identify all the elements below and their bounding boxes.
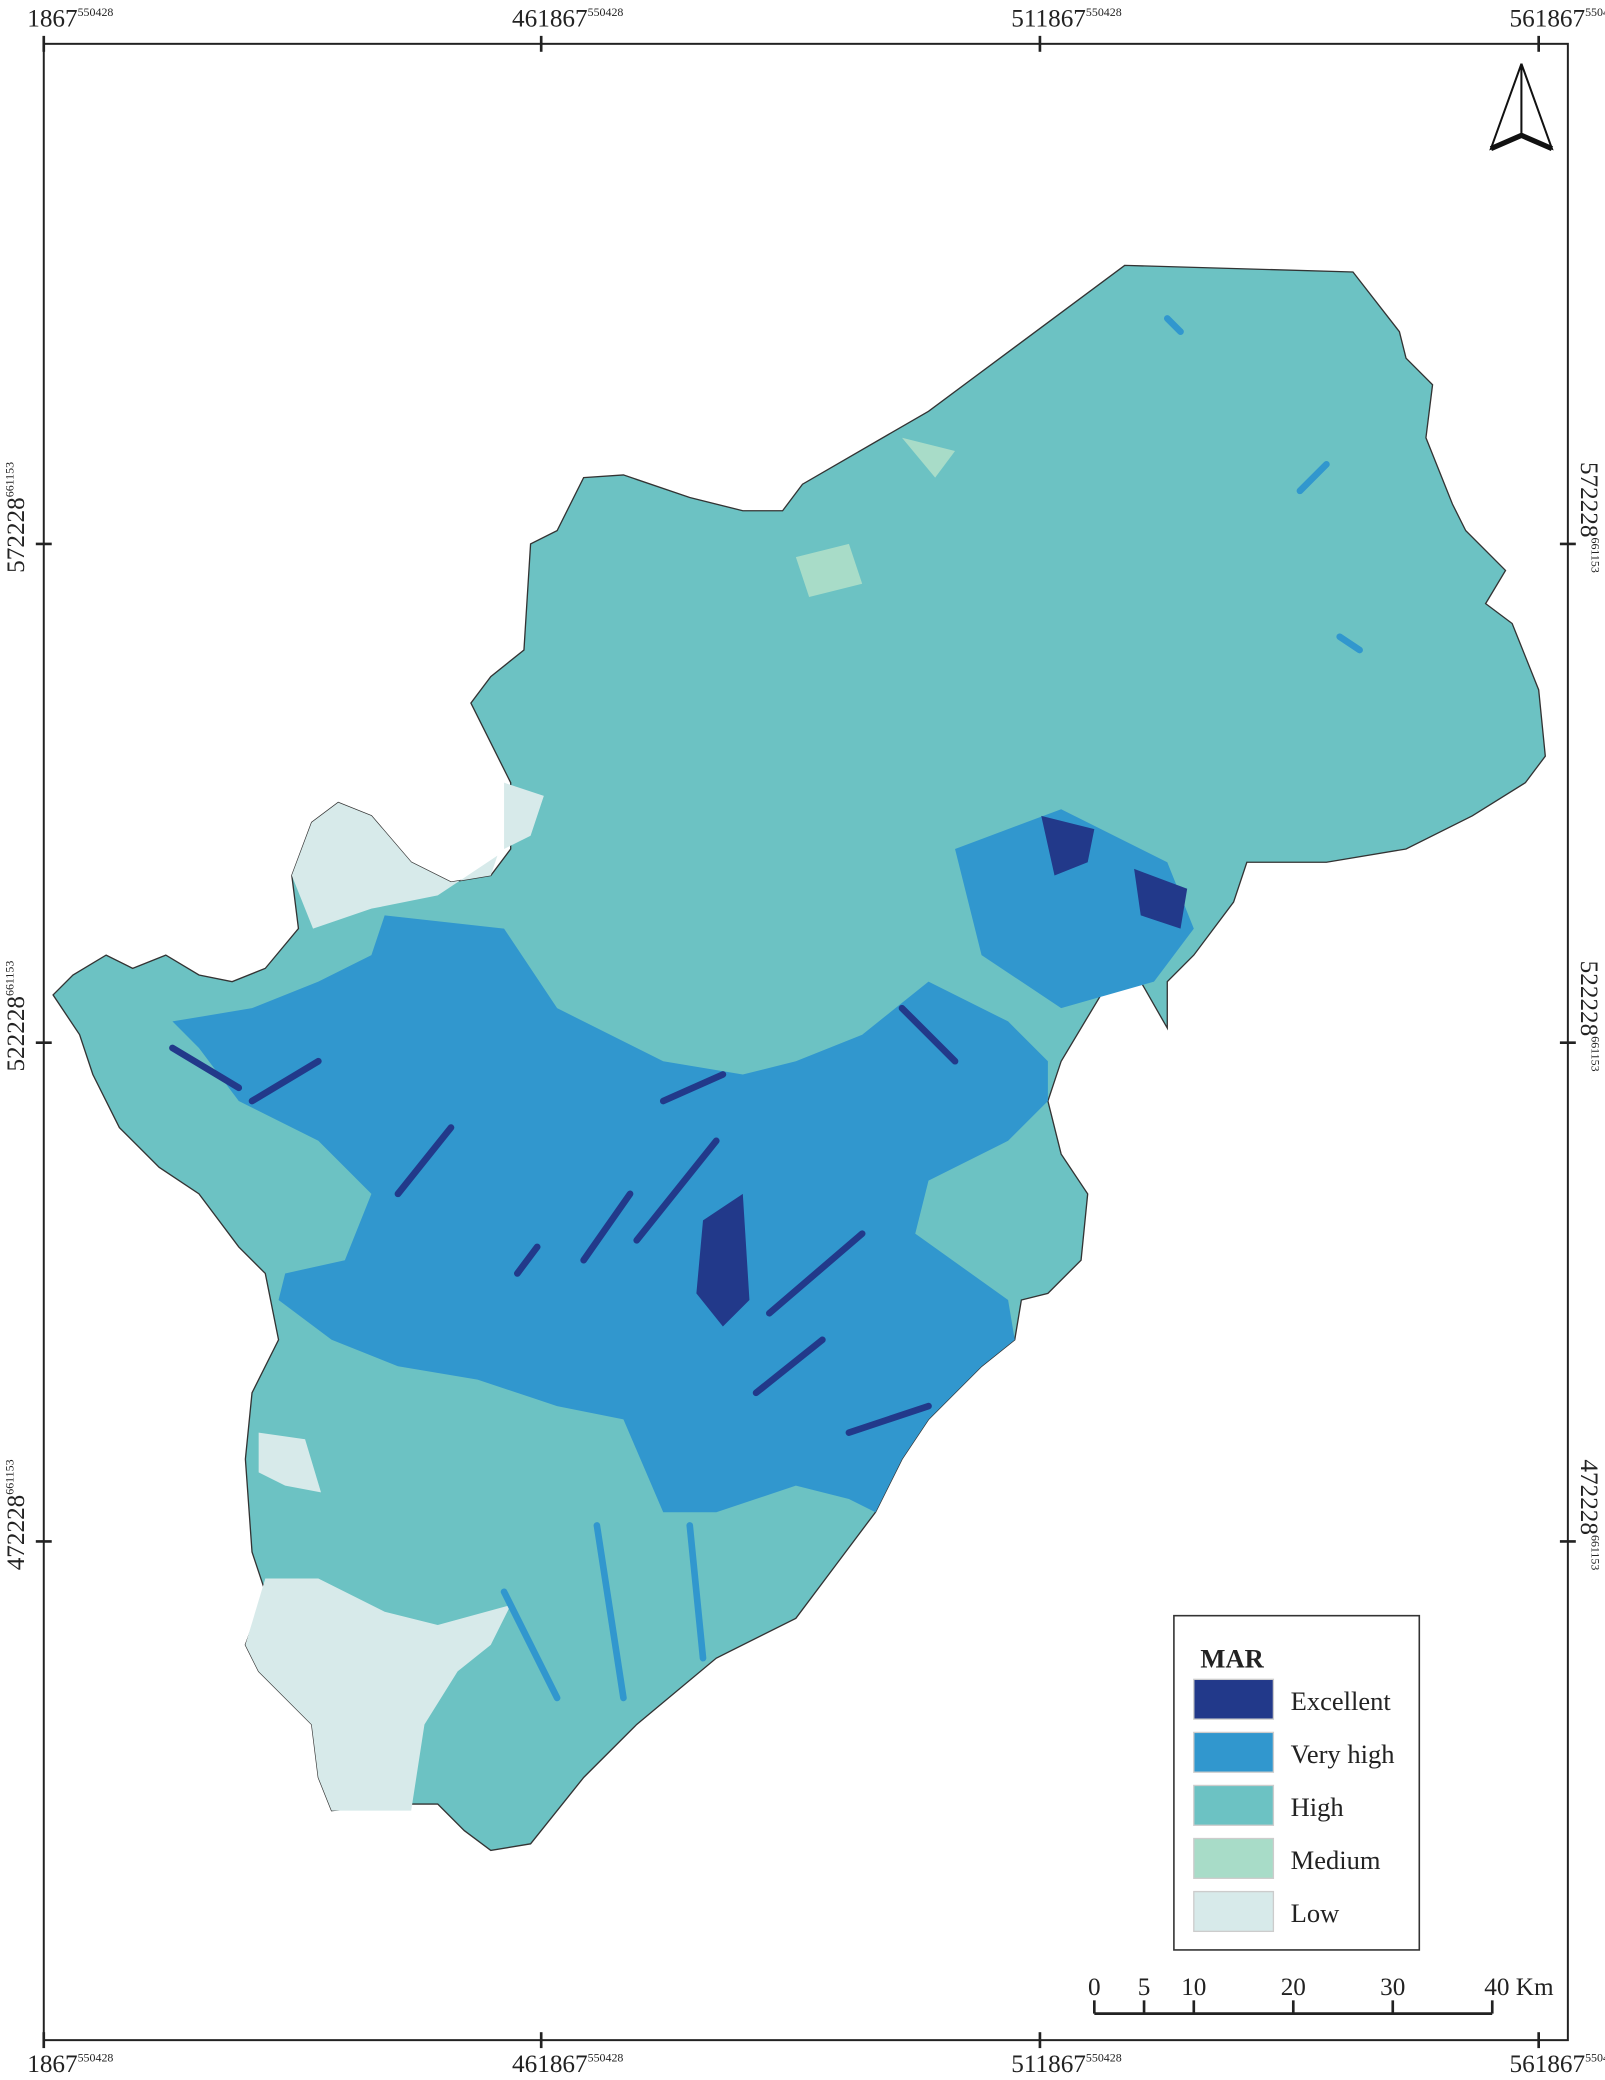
streak bbox=[580, 1190, 634, 1264]
coordinate-value: 461867 bbox=[512, 2051, 588, 2078]
coordinate-value: 461867 bbox=[512, 6, 588, 33]
coordinate-value: 472228 bbox=[3, 1495, 30, 1571]
coordinate-label: 472228661153 bbox=[1575, 1459, 1603, 1570]
streak bbox=[1336, 633, 1363, 654]
scale-label: 30 bbox=[1380, 1974, 1405, 2001]
scale-label: 10 bbox=[1181, 1974, 1206, 2001]
coordinate-exponent: 661153 bbox=[2, 462, 16, 497]
coordinate-label: 561867550428 bbox=[1510, 2050, 1605, 2078]
coordinate-label: 511867550428 bbox=[1011, 5, 1121, 33]
coordinate-exponent: 550428 bbox=[1585, 5, 1605, 19]
coordinate-label: 522228661153 bbox=[2, 961, 30, 1072]
coordinate-value: 522228 bbox=[3, 996, 30, 1072]
region-medium bbox=[795, 543, 863, 597]
legend-label: Medium bbox=[1291, 1845, 1381, 1875]
coordinate-exponent: 550428 bbox=[588, 2050, 624, 2064]
streak bbox=[1163, 315, 1184, 335]
streak bbox=[659, 1071, 727, 1105]
streak bbox=[766, 1230, 866, 1317]
coordinate-exponent: 661153 bbox=[1589, 537, 1603, 572]
coordinate-label: 561867550428 bbox=[1510, 5, 1605, 33]
coordinate-exponent: 550428 bbox=[1086, 2050, 1122, 2064]
streak bbox=[686, 1522, 707, 1662]
coordinate-label: 1867550428 bbox=[27, 2050, 113, 2078]
coordinate-value: 572228 bbox=[1575, 462, 1602, 538]
streak bbox=[1296, 461, 1330, 495]
legend-swatch bbox=[1193, 1731, 1275, 1773]
coordinate-exponent: 661153 bbox=[2, 1459, 16, 1494]
streak bbox=[248, 1057, 322, 1105]
coordinate-value: 561867 bbox=[1510, 2051, 1586, 2078]
legend-swatch bbox=[1193, 1678, 1275, 1720]
legend-swatch bbox=[1193, 1837, 1275, 1879]
streak bbox=[633, 1137, 720, 1244]
legend-label: Low bbox=[1291, 1898, 1340, 1928]
coordinate-exponent: 550428 bbox=[78, 2050, 114, 2064]
region-very-high bbox=[955, 809, 1194, 1009]
region-low bbox=[258, 1432, 321, 1493]
streaks bbox=[169, 315, 1363, 1702]
region-medium bbox=[901, 437, 956, 478]
scale-label: 0 bbox=[1088, 1974, 1101, 2001]
region-excellent bbox=[696, 1193, 750, 1327]
coordinate-label: 572228661153 bbox=[1575, 462, 1603, 573]
coordinate-label: 472228661153 bbox=[2, 1459, 30, 1570]
streak bbox=[169, 1044, 243, 1092]
coordinate-value: 1867 bbox=[27, 6, 77, 33]
legend-swatch bbox=[1193, 1784, 1275, 1826]
scale-label: 40 Km bbox=[1484, 1974, 1554, 2001]
scale-label: 20 bbox=[1281, 1974, 1306, 2001]
legend-label: High bbox=[1291, 1792, 1344, 1822]
coordinate-exponent: 550428 bbox=[1086, 5, 1122, 19]
streak bbox=[752, 1336, 826, 1397]
coordinate-label: 1867550428 bbox=[27, 5, 113, 33]
legend-label: Excellent bbox=[1291, 1686, 1392, 1716]
coordinate-exponent: 661153 bbox=[2, 961, 16, 996]
region-low bbox=[245, 1578, 511, 1811]
coordinate-label: 461867550428 bbox=[512, 5, 623, 33]
streak bbox=[513, 1243, 541, 1277]
coordinate-exponent: 661153 bbox=[1589, 1036, 1603, 1071]
region-low bbox=[291, 802, 498, 929]
streak bbox=[845, 1402, 932, 1436]
streak bbox=[593, 1522, 627, 1702]
legend-title: MAR bbox=[1200, 1643, 1264, 1673]
coordinate-label: 511867550428 bbox=[1011, 2050, 1121, 2078]
coordinate-label: 461867550428 bbox=[512, 2050, 623, 2078]
coordinate-value: 472228 bbox=[1575, 1459, 1602, 1535]
north-arrow bbox=[1489, 63, 1554, 152]
legend-swatch bbox=[1193, 1890, 1275, 1933]
region-low bbox=[504, 782, 544, 849]
frame-labels: 1867550428186755042846186755042846186755… bbox=[2, 5, 1605, 2078]
legend-label: Very high bbox=[1291, 1739, 1395, 1769]
streak bbox=[898, 1004, 959, 1065]
coordinate-value: 511867 bbox=[1011, 2051, 1086, 2078]
coordinate-exponent: 550428 bbox=[1585, 2050, 1605, 2064]
regions bbox=[52, 264, 1546, 1852]
coordinate-value: 572228 bbox=[3, 497, 30, 573]
scale-label: 5 bbox=[1138, 1974, 1151, 2001]
legend: Excellent Very high High Medium Low bbox=[1193, 1678, 1395, 1933]
coordinate-exponent: 550428 bbox=[588, 5, 624, 19]
streak bbox=[394, 1124, 455, 1198]
coordinate-value: 1867 bbox=[27, 2051, 77, 2078]
coordinate-value: 561867 bbox=[1510, 6, 1586, 33]
coordinate-value: 522228 bbox=[1575, 961, 1602, 1037]
coordinate-label: 522228661153 bbox=[1575, 961, 1603, 1072]
coordinate-exponent: 661153 bbox=[1589, 1535, 1603, 1570]
region-excellent bbox=[1041, 815, 1095, 876]
coordinate-exponent: 550428 bbox=[78, 5, 114, 19]
coordinate-label: 572228661153 bbox=[2, 462, 30, 573]
scale-bar: 0 5 10 20 30 40 Km bbox=[1088, 1974, 1554, 2015]
region-very-high bbox=[172, 915, 1048, 1513]
streak bbox=[500, 1588, 561, 1702]
coordinate-value: 511867 bbox=[1011, 6, 1086, 33]
